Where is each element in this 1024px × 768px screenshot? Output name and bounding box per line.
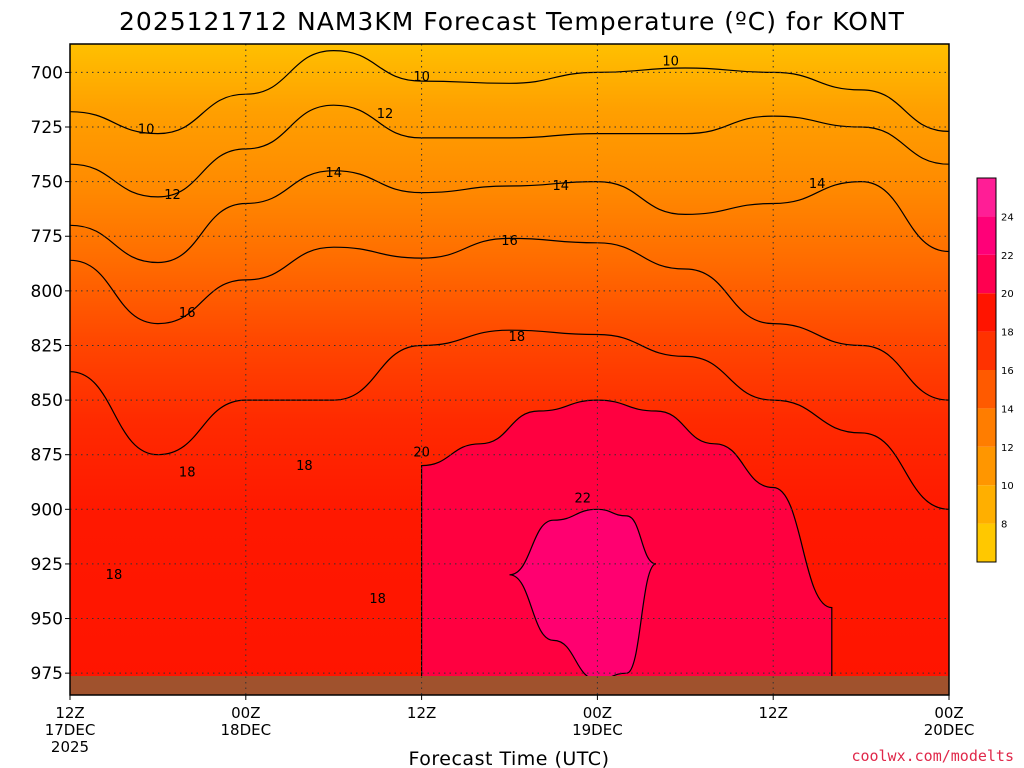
x-tick-label: 12Z [407, 704, 436, 722]
colorbar-legend: 8 10 12 14 16 18 20 22 24 [976, 177, 1014, 563]
colorbar-level-label: 22 [1001, 251, 1014, 262]
chart-title: 2025121712 NAM3KM Forecast Temperature (… [119, 7, 905, 36]
y-tick-label: 775 [31, 227, 63, 247]
colorbar-frame [976, 177, 997, 563]
y-axis: 700 725 750 775 800 825 850 875 900 925 950 975 [31, 63, 70, 684]
contour-label: 14 [325, 166, 342, 181]
colorbar-swatch [977, 408, 996, 447]
contour-label: 10 [662, 55, 679, 70]
contour-label: 18 [296, 459, 313, 474]
colorbar-level-label: 14 [1001, 404, 1014, 415]
colorbar-level-label: 12 [1001, 443, 1014, 454]
isotherm-line [70, 49, 949, 135]
x-tick-label: 17DEC [45, 721, 96, 739]
x-tick-label: 19DEC [572, 721, 623, 739]
plot-area [70, 44, 949, 695]
colorbar-swatch [977, 331, 996, 370]
contour-label: 18 [369, 592, 386, 607]
contour-label: 20 [413, 446, 430, 461]
contour-label: 14 [809, 177, 826, 192]
y-tick-label: 800 [31, 282, 63, 302]
y-tick-label: 925 [31, 555, 63, 575]
colorbar-level-label: 20 [1001, 289, 1014, 300]
x-tick-label: 00Z [583, 704, 612, 722]
colorbar-swatch [977, 254, 996, 294]
isotherm-line [70, 329, 949, 510]
ground-surface [70, 676, 949, 695]
isotherm-line [70, 170, 949, 264]
colorbar-swatch [977, 446, 996, 486]
contour-label: 16 [179, 306, 196, 321]
plot-frame [69, 43, 950, 696]
x-axis-title: Forecast Time (UTC) [409, 748, 610, 768]
contour-label: 16 [501, 234, 518, 249]
colorbar-swatch [977, 523, 996, 562]
colorbar-swatch [977, 216, 996, 255]
y-tick-label: 850 [31, 391, 63, 411]
colorbar-level-label: 8 [1001, 520, 1007, 531]
contour-label: 22 [574, 492, 591, 507]
colorbar-level-label: 18 [1001, 328, 1014, 339]
contour-label: 18 [106, 568, 123, 583]
y-tick-label: 825 [31, 336, 63, 356]
x-tick-label: 12Z [759, 704, 788, 722]
y-tick-label: 750 [31, 173, 63, 193]
contour-labels: 10 10 10 12 12 14 14 14 16 16 18 18 18 18 18 20 22 [106, 55, 826, 607]
y-tick-label: 875 [31, 446, 63, 466]
contour-label: 12 [377, 107, 394, 122]
colorbar-level-label: 16 [1001, 366, 1014, 377]
x-tick-label: 00Z [934, 704, 963, 722]
x-tick-label: 00Z [231, 704, 260, 722]
isotherm-layer [70, 49, 949, 695]
contour-label: 10 [413, 70, 430, 85]
colorbar-swatch [977, 370, 996, 409]
colorbar-swatch [977, 485, 996, 524]
colorbar-swatch [977, 178, 996, 217]
colorbar-level-label: 24 [1001, 212, 1014, 223]
colorbar-level-label: 10 [1001, 481, 1014, 492]
isotherm-line [70, 237, 949, 401]
isotherm-line [70, 104, 949, 198]
x-tick-label: 2025 [51, 738, 89, 756]
y-tick-label: 900 [31, 500, 63, 520]
contour-label: 14 [553, 179, 570, 194]
contour-label: 18 [509, 330, 526, 345]
isotherm-region [509, 508, 657, 681]
credit-link[interactable]: coolwx.com/modelts [851, 747, 1014, 765]
y-tick-label: 700 [31, 63, 63, 83]
y-tick-label: 975 [31, 664, 63, 684]
x-tick-label: 12Z [55, 704, 84, 722]
contour-label: 10 [138, 122, 155, 137]
y-tick-label: 950 [31, 610, 63, 630]
x-tick-label: 20DEC [924, 721, 975, 739]
contour-label: 12 [164, 188, 181, 203]
colorbar-swatch [977, 293, 996, 332]
y-tick-label: 725 [31, 118, 63, 138]
x-tick-label: 18DEC [221, 721, 272, 739]
contour-label: 18 [179, 465, 196, 480]
